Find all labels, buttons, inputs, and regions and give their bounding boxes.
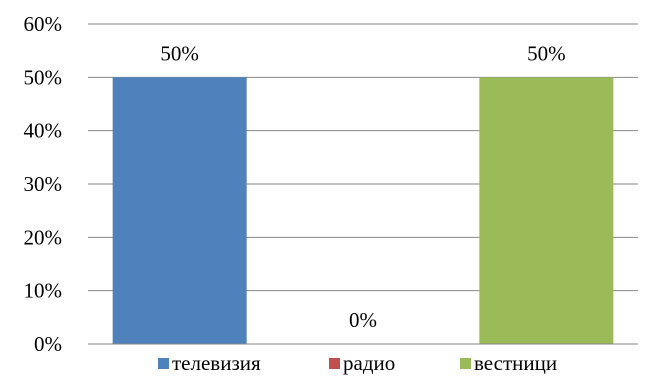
bar bbox=[479, 77, 614, 344]
legend-label: радио bbox=[343, 351, 395, 375]
bars-layer bbox=[112, 77, 614, 344]
legend-swatch bbox=[460, 358, 471, 369]
data-label: 50% bbox=[527, 41, 566, 65]
legend: телевизия радио вестници bbox=[158, 351, 557, 375]
legend-label: телевизия bbox=[172, 351, 261, 375]
y-tick-label: 20% bbox=[24, 225, 63, 249]
legend-label: вестници bbox=[474, 351, 557, 375]
legend-swatch bbox=[158, 358, 169, 369]
legend-swatch bbox=[329, 358, 340, 369]
y-tick-label: 40% bbox=[24, 119, 63, 143]
data-label: 50% bbox=[160, 41, 199, 65]
data-label: 0% bbox=[349, 308, 377, 332]
bar bbox=[112, 77, 247, 344]
data-labels: 50% 0% 50% bbox=[160, 41, 565, 332]
y-tick-label: 0% bbox=[34, 332, 62, 356]
y-tick-label: 30% bbox=[24, 172, 63, 196]
y-tick-label: 50% bbox=[24, 65, 63, 89]
y-tick-label: 10% bbox=[24, 279, 63, 303]
y-tick-label: 60% bbox=[24, 12, 63, 36]
y-axis-tick-labels: 0% 10% 20% 30% 40% 50% 60% bbox=[24, 12, 63, 356]
